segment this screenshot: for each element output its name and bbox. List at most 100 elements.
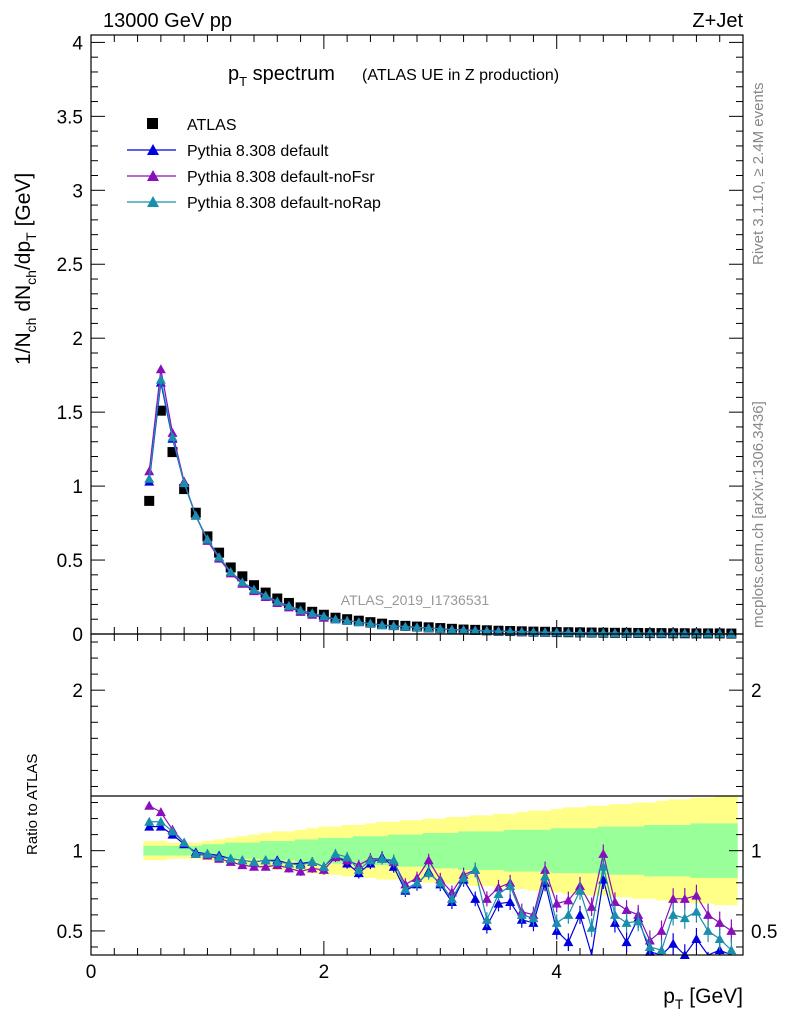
data-point-pythia-8-308-default-norap xyxy=(598,627,609,637)
ratio-point-pythia-8-308-default-norap xyxy=(283,858,294,868)
ratio-point-pythia-8-308-default-norap xyxy=(505,880,516,890)
ratio-point-pythia-8-308-default-norap xyxy=(481,914,492,924)
ratio-point-pythia-8-308-default xyxy=(505,897,516,907)
ratio-point-pythia-8-308-default-norap xyxy=(516,909,527,919)
data-point-pythia-8-308-default-norap xyxy=(435,623,446,633)
band-inner-bin xyxy=(562,828,575,874)
ratio-point-pythia-8-308-default-norap xyxy=(575,885,585,895)
ratio-point-pythia-8-308-default xyxy=(575,909,585,919)
band-inner-bin xyxy=(364,836,377,866)
band-inner-bin xyxy=(492,831,505,870)
data-point-pythia-8-308-default-norap xyxy=(470,625,481,635)
main-y-axis-label: 1/Nch dNch/dpT [GeV] xyxy=(12,173,39,365)
ratio-point-pythia-8-308-default-norap xyxy=(691,906,702,916)
band-inner-bin xyxy=(469,831,482,870)
band-inner-bin xyxy=(341,837,354,864)
ratio-point-pythia-8-308-default-norap xyxy=(563,909,574,919)
data-point-pythia-8-308-default-norap xyxy=(353,617,364,627)
band-inner-bin xyxy=(481,831,494,870)
data-point-pythia-8-308-default-norap xyxy=(703,628,714,638)
band-inner-bin xyxy=(655,824,668,877)
ratio-point-pythia-8-308-default-nofsr xyxy=(586,901,597,911)
ratio-point-pythia-8-308-default-nofsr xyxy=(703,909,714,919)
band-inner-bin xyxy=(644,824,657,877)
band-inner-bin xyxy=(609,826,622,875)
ratio-point-pythia-8-308-default-norap xyxy=(621,917,632,927)
ratio-point-pythia-8-308-default-norap xyxy=(703,925,714,935)
band-inner-bin xyxy=(702,823,715,878)
ratio-point-pythia-8-308-default-nofsr xyxy=(283,863,294,873)
ratio-axis-ticks xyxy=(90,634,744,955)
ratio-point-pythia-8-308-default-norap xyxy=(586,922,597,932)
band-inner-bin xyxy=(411,834,424,867)
data-point-pythia-8-308-default-norap xyxy=(505,626,516,636)
x-tick-label: 2 xyxy=(319,962,330,983)
data-point-atlas xyxy=(167,447,178,458)
ratio-point-pythia-8-308-default-norap xyxy=(190,848,201,858)
ratio-point-pythia-8-308-default-norap xyxy=(435,877,446,887)
main-series-layer xyxy=(144,364,737,639)
ratio-point-pythia-8-308-default-norap xyxy=(353,864,364,874)
data-point-pythia-8-308-default-norap xyxy=(668,628,679,638)
data-point-pythia-8-308-default-norap xyxy=(656,628,667,638)
data-point-pythia-8-308-default-nofsr xyxy=(155,364,166,374)
ratio-point-pythia-8-308-default-norap xyxy=(609,909,620,919)
data-point-pythia-8-308-default-norap xyxy=(179,478,190,488)
ratio-point-pythia-8-308-default-norap xyxy=(272,856,283,866)
ratio-point-pythia-8-308-default-norap xyxy=(179,837,190,847)
band-inner-bin xyxy=(318,837,331,864)
ratio-point-pythia-8-308-default-norap xyxy=(318,861,329,871)
band-inner-bin xyxy=(248,842,261,859)
data-point-pythia-8-308-default-norap xyxy=(458,625,469,635)
x-tick-label: 0 xyxy=(86,962,97,983)
main-y-tick-label: 2 xyxy=(72,329,83,350)
ratio-point-pythia-8-308-default-norap xyxy=(249,856,259,866)
ratio-point-pythia-8-308-default-norap xyxy=(155,816,166,826)
data-point-pythia-8-308-default-norap xyxy=(272,596,283,606)
data-point-pythia-8-308-default-norap xyxy=(633,628,644,638)
ratio-y-tick-label-right: 1 xyxy=(751,842,762,863)
data-point-atlas xyxy=(237,571,248,582)
data-point-pythia-8-308-default-norap xyxy=(295,605,306,615)
band-inner-bin xyxy=(713,823,727,878)
ratio-point-pythia-8-308-default-nofsr xyxy=(691,890,702,900)
side-rivet-label: Rivet 3.1.10, ≥ 2.4M events xyxy=(750,83,767,266)
header-collision-label: 13000 GeV pp xyxy=(103,10,232,32)
data-point-pythia-8-308-default-norap xyxy=(609,628,620,638)
ratio-point-pythia-8-308-default-norap xyxy=(493,889,504,899)
ratio-y-tick-label: 1 xyxy=(72,842,83,863)
main-y-tick-label: 3 xyxy=(72,181,83,202)
ratio-point-pythia-8-308-default-norap xyxy=(598,861,609,871)
data-point-pythia-8-308-default-norap xyxy=(365,618,376,628)
ratio-plot-panel: 0.5 0.5 1 1 2 2 0 2 4 Ratio to ATLAS pT [GeV] xyxy=(24,633,777,1012)
ratio-point-pythia-8-308-default-nofsr xyxy=(551,898,562,908)
main-y-tick-label: 3.5 xyxy=(57,107,83,128)
data-point-pythia-8-308-default-norap xyxy=(214,552,225,562)
data-point-pythia-8-308-default-norap xyxy=(446,624,457,634)
ratio-point-pythia-8-308-default-nofsr xyxy=(295,866,306,876)
data-point-pythia-8-308-default-norap xyxy=(283,600,294,610)
data-point-atlas xyxy=(155,405,166,416)
ratio-point-pythia-8-308-default-norap xyxy=(633,916,644,926)
x-tick-label: 4 xyxy=(551,962,562,983)
header-process-label: Z+Jet xyxy=(692,10,743,32)
data-point-pythia-8-308-default-norap xyxy=(644,628,655,638)
ratio-uncertainty-bands xyxy=(143,796,738,906)
data-point-pythia-8-308-default-norap xyxy=(202,534,213,544)
band-inner-bin xyxy=(213,844,226,858)
data-point-pythia-8-308-default-norap xyxy=(249,584,259,594)
ratio-point-pythia-8-308-default-nofsr xyxy=(668,893,679,903)
legend-marker-pythia-8-308-default-nofsr xyxy=(147,170,159,181)
data-point-pythia-8-308-default-norap xyxy=(342,615,353,625)
plot-title-main: p xyxy=(228,63,239,85)
ratio-point-pythia-8-308-default-norap xyxy=(388,855,399,865)
ratio-point-pythia-8-308-default-norap xyxy=(225,853,236,863)
side-mcplots-label: mcplots.cern.ch [arXiv:1306.3436] xyxy=(750,401,767,628)
data-point-pythia-8-308-default-norap xyxy=(679,628,690,638)
ratio-y-axis-label: Ratio to ATLAS xyxy=(24,754,41,855)
ratio-point-pythia-8-308-default-norap xyxy=(144,816,155,826)
data-point-pythia-8-308-default-norap xyxy=(167,432,178,442)
main-y-tick-label: 1.5 xyxy=(57,403,83,424)
ratio-point-pythia-8-308-default-norap xyxy=(295,860,306,870)
ratio-point-pythia-8-308-default-norap xyxy=(551,917,562,927)
